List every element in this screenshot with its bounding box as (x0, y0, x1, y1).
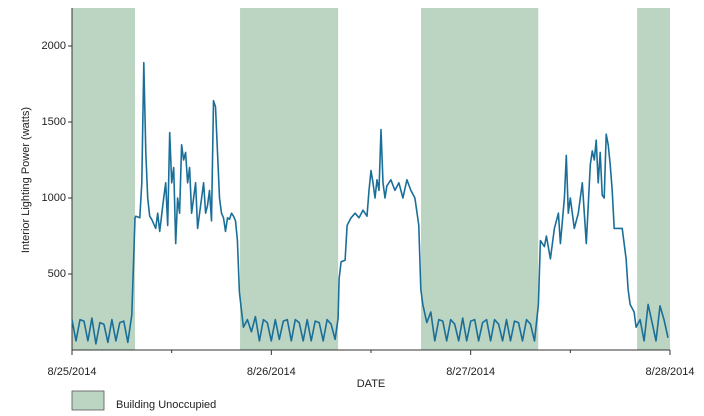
unoccupied-band (421, 8, 539, 350)
y-tick-label: 500 (48, 268, 66, 280)
unoccupied-band (72, 8, 135, 350)
unoccupied-band (637, 8, 670, 350)
x-tick-label: 8/26/2014 (247, 366, 296, 378)
legend-label: Building Unoccupied (116, 399, 216, 411)
y-tick-label: 2000 (42, 40, 66, 52)
unoccupied-band (240, 8, 339, 350)
legend-swatch (71, 390, 105, 411)
y-tick-label: 1000 (42, 192, 66, 204)
y-axis-label: Interior Lighting Power (watts) (20, 107, 32, 253)
y-tick-label: 1500 (42, 116, 66, 128)
x-tick-label: 8/27/2014 (446, 366, 495, 378)
x-axis-label: DATE (357, 378, 386, 390)
x-tick-label: 8/28/2014 (646, 366, 695, 378)
x-tick-label: 8/25/2014 (48, 366, 97, 378)
power-line (71, 61, 669, 345)
